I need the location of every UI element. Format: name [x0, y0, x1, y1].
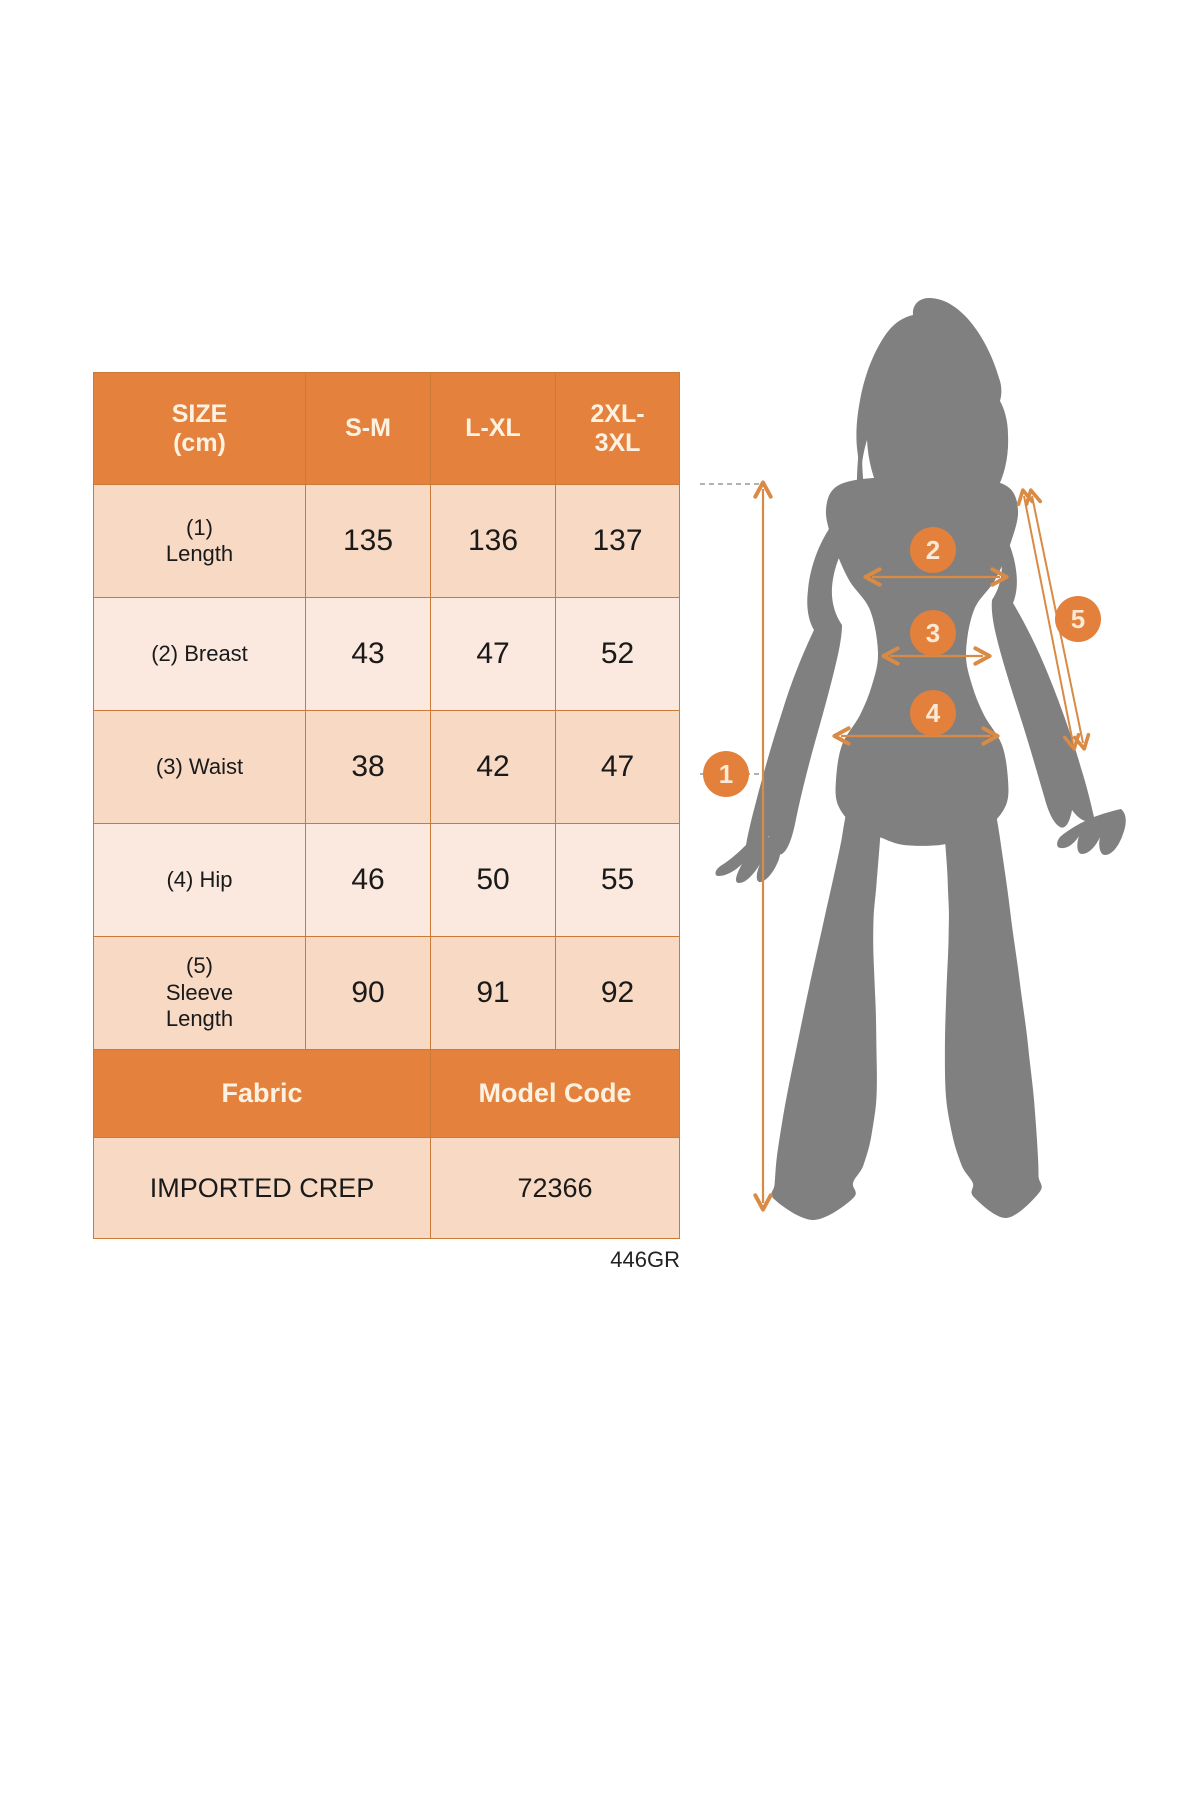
svg-text:2: 2: [926, 535, 940, 565]
svg-text:5: 5: [1071, 604, 1085, 634]
svg-text:1: 1: [719, 759, 733, 789]
svg-text:4: 4: [926, 698, 941, 728]
svg-text:3: 3: [926, 618, 940, 648]
